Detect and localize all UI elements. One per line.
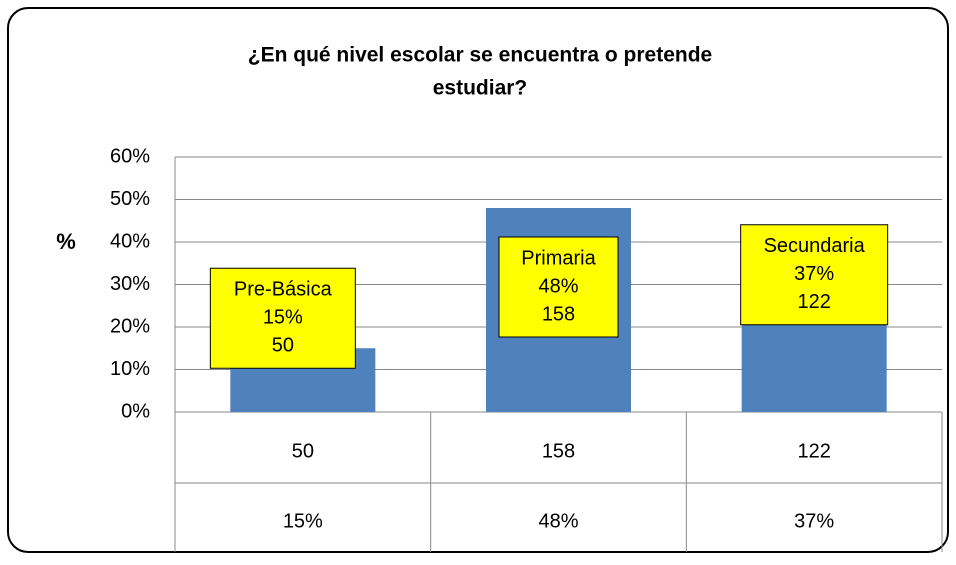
table-percent: 48%: [538, 510, 578, 532]
data-label-count: 50: [272, 335, 294, 357]
table-count: 50: [292, 440, 314, 462]
y-tick-label: 60%: [110, 145, 150, 167]
data-label-category: Pre-Básica: [234, 279, 333, 301]
data-label-count: 122: [797, 291, 830, 313]
data-label-percent: 37%: [794, 263, 834, 285]
y-tick-label: 50%: [110, 188, 150, 210]
data-label-box: [740, 224, 889, 326]
y-tick-label: 0%: [121, 400, 150, 422]
data-label-box: [209, 267, 356, 369]
y-axis-label: %: [56, 229, 76, 254]
y-tick-label: 10%: [110, 358, 150, 380]
table-count: 158: [542, 440, 575, 462]
data-label-percent: 48%: [538, 275, 578, 297]
chart-frame: [7, 7, 949, 553]
data-label-count: 158: [542, 303, 575, 325]
y-tick-label: 30%: [110, 273, 150, 295]
chart-title: ¿En qué nivel escolar se encuentra o pre…: [248, 44, 712, 67]
table-percent: 37%: [794, 510, 834, 532]
table-count: 122: [797, 440, 830, 462]
chart-title: estudiar?: [433, 77, 528, 100]
data-label-category: Secundaria: [764, 235, 866, 257]
table-percent: 15%: [283, 510, 323, 532]
y-tick-label: 40%: [110, 230, 150, 252]
data-label-box: [498, 236, 619, 338]
data-label-category: Primaria: [521, 247, 596, 269]
y-tick-label: 20%: [110, 315, 150, 337]
data-label-percent: 15%: [263, 307, 303, 329]
